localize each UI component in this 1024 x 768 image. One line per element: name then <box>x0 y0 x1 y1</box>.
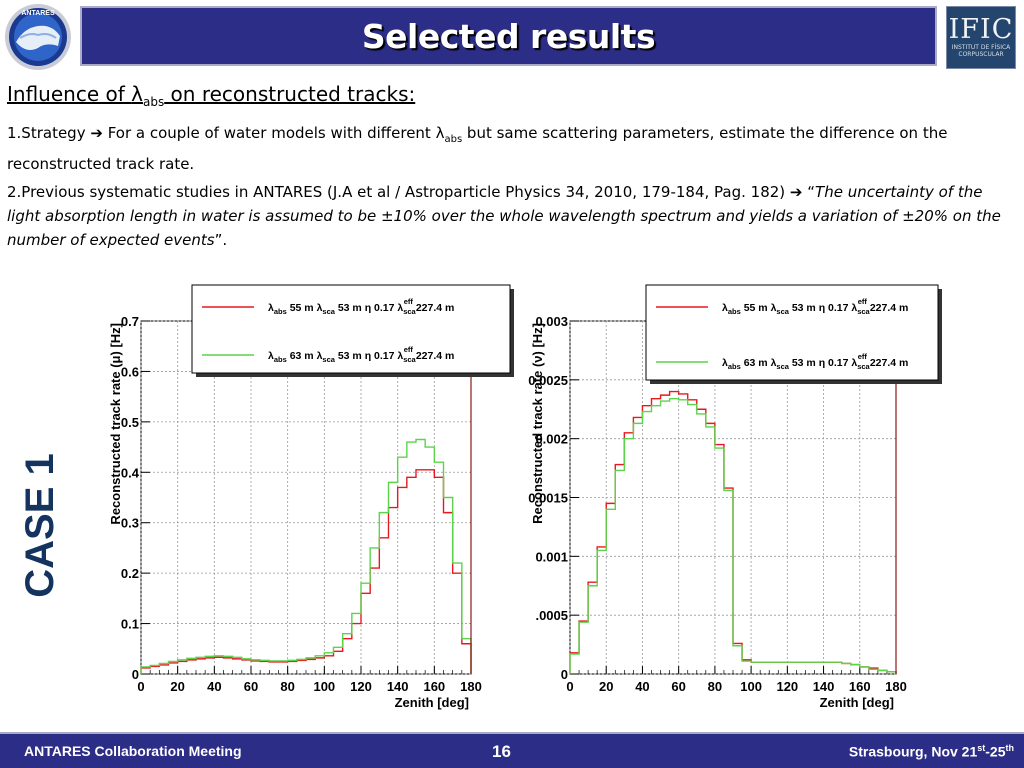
y-tick-label: 0 <box>132 667 139 682</box>
footer-bar: ANTARES Collaboration Meeting 16 Strasbo… <box>0 732 1024 768</box>
y-tick-label: 0.6 <box>121 364 139 379</box>
section-heading: Influence of λabs on reconstructed track… <box>7 82 416 109</box>
title-bar: Selected results <box>80 6 937 66</box>
y-tick-label: 0.003 <box>535 314 568 329</box>
y-tick-label: 0.1 <box>121 617 139 632</box>
case-label: CASE 1 <box>17 452 62 598</box>
footer-meeting: ANTARES Collaboration Meeting <box>24 743 242 759</box>
x-tick-label: 0 <box>566 679 573 694</box>
legend-box <box>645 284 939 381</box>
y-axis-label: Reconstructed track rate (μ) [Hz] <box>108 323 123 525</box>
x-tick-label: 20 <box>170 679 184 694</box>
x-tick-label: 100 <box>313 679 335 694</box>
arrow-right-icon: ➔ <box>789 183 803 201</box>
x-tick-label: 160 <box>423 679 445 694</box>
series-line-green <box>569 397 897 674</box>
legend-entry: λabs 55 m λsca 53 m η 0.17 λscaeff 227.4… <box>722 297 908 316</box>
x-tick-label: 40 <box>635 679 649 694</box>
y-tick-label: 0.002 <box>535 432 568 447</box>
plot-frame <box>140 320 472 675</box>
x-tick-label: 80 <box>280 679 294 694</box>
y-tick-label: 0.7 <box>121 314 139 329</box>
y-tick-label: 0 <box>561 667 568 682</box>
x-tick-label: 60 <box>244 679 258 694</box>
page-number: 16 <box>492 742 511 761</box>
ific-logo-subtitle: INSTITUT DE FÍSICA CORPUSCULAR <box>951 44 1011 58</box>
previous-studies-paragraph: 2.Previous systematic studies in ANTARES… <box>7 183 1001 249</box>
x-tick-label: 20 <box>599 679 613 694</box>
y-tick-label: 0.0025 <box>528 373 568 388</box>
x-tick-label: 100 <box>740 679 762 694</box>
x-tick-label: 140 <box>387 679 409 694</box>
y-tick-label: 0.5 <box>121 415 139 430</box>
chart-muon-rate: 0 20 40 60 80 100 120 140 160 180 0 0.1 0.2 0.3 0.4 0.5… <box>108 284 514 710</box>
x-tick-label: 40 <box>207 679 221 694</box>
arrow-right-icon: ➔ <box>90 124 103 142</box>
series-line-green <box>140 438 472 674</box>
x-tick-label: 140 <box>813 679 835 694</box>
y-tick-label: 0.0015 <box>528 491 568 506</box>
x-axis-label: Zenith [deg] <box>395 695 469 710</box>
legend-box <box>191 284 511 374</box>
x-tick-label: 80 <box>708 679 722 694</box>
x-tick-label: 60 <box>671 679 685 694</box>
legend-entry: λabs 63 m λsca 53 m η 0.17 λscaeff 227.4… <box>722 352 908 371</box>
y-axis-label: Reconstructed track rate (ν) [Hz] <box>530 323 545 524</box>
legend-entry: λabs 63 m λsca 53 m η 0.17 λscaeff 227.4… <box>268 345 454 364</box>
y-tick-label: .0005 <box>535 608 568 623</box>
footer-location: Strasbourg, Nov 21st-25th <box>848 743 1014 760</box>
x-axis-label: Zenith [deg] <box>820 695 894 710</box>
x-tick-label: 120 <box>350 679 372 694</box>
y-tick-label: 0.4 <box>121 465 140 480</box>
ific-logo: IFIC INSTITUT DE FÍSICA CORPUSCULAR <box>946 6 1016 69</box>
y-tick-label: 0.2 <box>121 566 139 581</box>
ific-logo-text: IFIC <box>948 14 1014 46</box>
page-title: Selected results <box>361 16 656 56</box>
x-tick-label: 160 <box>849 679 871 694</box>
y-tick-label: 0.3 <box>121 516 139 531</box>
antares-logo: ANTARES <box>5 4 71 70</box>
antares-logo-text: ANTARES <box>21 10 55 17</box>
x-tick-label: 0 <box>137 679 144 694</box>
legend-entry: λabs 55 m λsca 53 m η 0.17 λscaeff 227.4… <box>268 297 454 316</box>
x-tick-label: 180 <box>460 679 482 694</box>
y-tick-label: 0.001 <box>535 549 568 564</box>
strategy-paragraph: 1.Strategy ➔ For a couple of water model… <box>7 124 948 173</box>
x-tick-label: 180 <box>885 679 907 694</box>
chart-neutrino-rate: 0 20 40 60 80 100 120 140 160 180 0 .0005 0.001 0.001… <box>528 284 942 710</box>
x-tick-label: 120 <box>776 679 798 694</box>
